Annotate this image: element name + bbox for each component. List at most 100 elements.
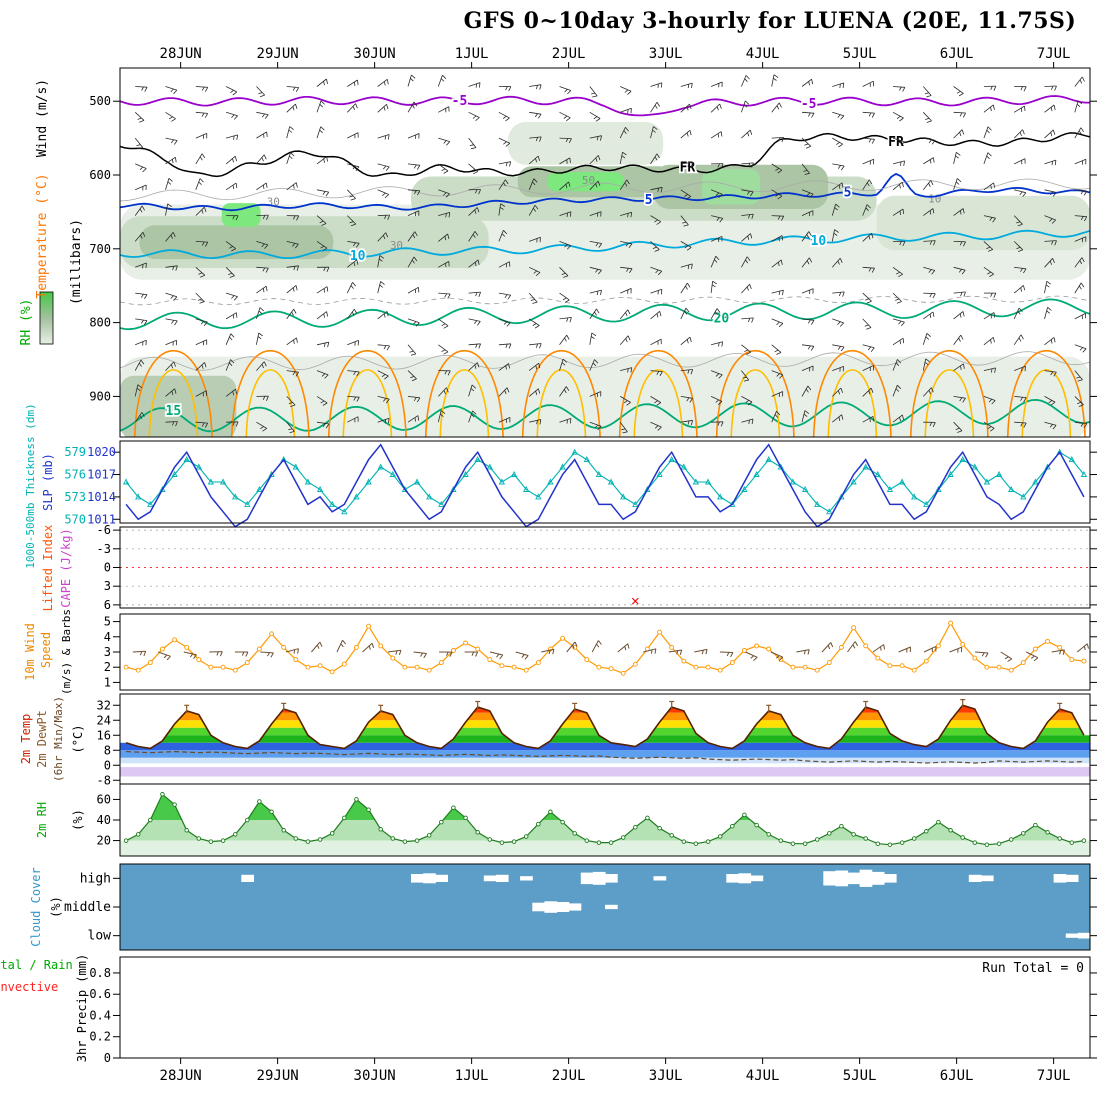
y-tick-label: 0: [104, 758, 111, 772]
side-label: Speed: [39, 632, 53, 668]
y-tick-label: 700: [89, 242, 111, 256]
slp-tick-label: 1020: [87, 445, 116, 459]
cloud-gap: [605, 874, 618, 883]
side-label: 2m Temp: [19, 714, 33, 765]
day-label-bottom: 7JUL: [1037, 1068, 1071, 1084]
side-label: Cloud Cover: [29, 867, 43, 946]
day-label-bottom: 3JUL: [649, 1068, 683, 1084]
day-label-bottom: 30JUN: [354, 1068, 396, 1084]
contour-line-10: [120, 229, 1090, 260]
diurnal-arch: [148, 369, 199, 437]
day-label-bottom: 2JUL: [552, 1068, 586, 1084]
y-tick-label: 800: [89, 316, 111, 330]
diurnal-arch: [522, 350, 601, 437]
y-tick-label: 0.8: [89, 966, 111, 980]
y-tick-label: 600: [89, 168, 111, 182]
cloud-gap: [750, 875, 764, 882]
y-tick-label: -3: [97, 542, 111, 556]
diurnal-arch: [730, 369, 781, 437]
contour-label: -5: [452, 94, 468, 109]
side-label: Temperature (°C): [35, 173, 50, 298]
side-label: 3hr Precip (mm): [75, 954, 89, 1062]
day-label-top: 7JUL: [1037, 46, 1071, 62]
day-label-top: 28JUN: [160, 46, 202, 62]
panel-lifted-index-cape: [120, 529, 1090, 606]
contour-line--5: [120, 95, 1090, 117]
y-tick-label: -6: [97, 523, 111, 537]
y-tick-label: 0: [104, 561, 111, 575]
rh-colorbar-legend: [39, 291, 54, 345]
cloud-gap: [835, 870, 849, 887]
day-labels: 28JUN 28JUN 29JUN 29JUN 30JUN 30JUN 1JUL 1JUL 2J…: [160, 46, 1071, 1084]
contour-line-aux: [120, 295, 1090, 306]
diurnal-arch: [813, 350, 892, 437]
cloud-row-label: high: [80, 871, 111, 886]
y-tick-label: 5: [104, 615, 111, 629]
y-tick-label: 900: [89, 389, 111, 403]
cloud-gap: [495, 874, 509, 882]
side-label: (%): [71, 809, 85, 831]
wind-speed-line: [125, 621, 1084, 674]
day-label-top: 30JUN: [354, 46, 396, 62]
contour-label: 10: [811, 234, 827, 249]
diurnal-arch: [633, 369, 684, 437]
diurnal-arch: [231, 350, 310, 437]
rh-shading-blob: [508, 121, 664, 165]
cloud-gap: [726, 874, 739, 883]
side-label: 2m RH: [35, 802, 49, 838]
side-label: (m/s) & Barbs: [60, 609, 73, 695]
rh-shading-blob: [120, 356, 1090, 437]
panel-2m-temp: [120, 698, 1090, 784]
thickness-tick-label: 570: [64, 512, 86, 526]
day-label-bottom: 5JUL: [843, 1068, 877, 1084]
side-label: RH (%): [19, 299, 34, 346]
thickness-tick-label: 579: [64, 445, 86, 459]
y-tick-label: 8: [104, 743, 111, 757]
rh-line: [125, 793, 1084, 846]
y-tick-label: 16: [97, 728, 111, 742]
diurnal-arch: [1021, 369, 1072, 437]
panel-2m-rh: [120, 792, 1090, 856]
day-label-bottom: 28JUN: [160, 1068, 202, 1084]
y-tick-label: 24: [97, 713, 111, 727]
contour-line-aux: [120, 178, 1090, 202]
diurnal-arch: [425, 350, 504, 437]
cloud-row-label: low: [88, 929, 112, 944]
day-label-top: 6JUL: [940, 46, 974, 62]
day-label-top: 4JUL: [746, 46, 780, 62]
panel-10m-wind: [123, 620, 1089, 676]
y-tick-label: 3: [104, 645, 111, 659]
panel-precip: Run Total = 0: [982, 961, 1084, 976]
day-label-bottom: 6JUL: [940, 1068, 974, 1084]
contour-label: FR: [888, 135, 904, 150]
y-tick-label: 3: [104, 579, 111, 593]
cloud-gap: [592, 871, 606, 885]
day-label-top: 1JUL: [455, 46, 489, 62]
run-total-label: Run Total = 0: [982, 961, 1084, 976]
cloud-gap: [1053, 874, 1067, 883]
cloud-gap: [544, 901, 558, 913]
slp-tick-label: 1017: [87, 468, 116, 482]
diurnal-arch: [328, 350, 407, 437]
y-tick-label: 20: [97, 834, 111, 848]
side-label: 10m Wind: [23, 623, 37, 681]
slp-tick-label: 1011: [87, 512, 116, 526]
diurnal-arch: [245, 369, 296, 437]
day-label-top: 3JUL: [649, 46, 683, 62]
cloud-gap: [859, 869, 873, 887]
cloud-gap: [580, 872, 594, 885]
side-label: CAPE (J/kg): [59, 528, 73, 607]
y-tick-label: 0.6: [89, 987, 111, 1001]
contour-line-5: [120, 172, 1090, 212]
y-tick-label: 0: [104, 1051, 111, 1065]
cloud-gap: [980, 875, 994, 882]
panel-border-pr: [119, 956, 1091, 1059]
cloud-gap: [847, 872, 861, 885]
y-tick-label: 500: [89, 94, 111, 108]
y-tick-label: 0.2: [89, 1030, 111, 1044]
slp-line: [125, 443, 1085, 528]
rh-shading-blob: [120, 375, 237, 437]
